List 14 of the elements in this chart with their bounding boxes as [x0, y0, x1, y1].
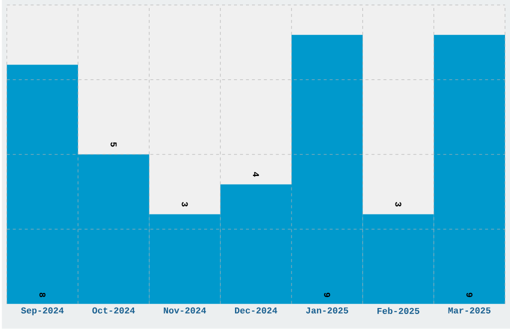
x-tick-label: Dec-2024 [235, 308, 278, 314]
data-label: 8 [39, 292, 46, 298]
data-label: 9 [324, 292, 330, 298]
x-tick-label: Nov-2024 [164, 308, 206, 314]
data-label: 9 [466, 292, 472, 298]
x-tick-label: Oct-2024 [92, 308, 135, 314]
x-tick-label: Sep-2024 [21, 308, 64, 316]
x-tick-label: Mar-2025 [448, 308, 490, 314]
x-tick-label: Jan-2025 [306, 308, 348, 314]
data-label: 3 [395, 202, 402, 207]
x-tick-label: Feb-2025 [377, 308, 420, 314]
data-label: 4 [252, 172, 259, 177]
data-label: 5 [110, 142, 117, 147]
data-label: 3 [182, 202, 188, 207]
